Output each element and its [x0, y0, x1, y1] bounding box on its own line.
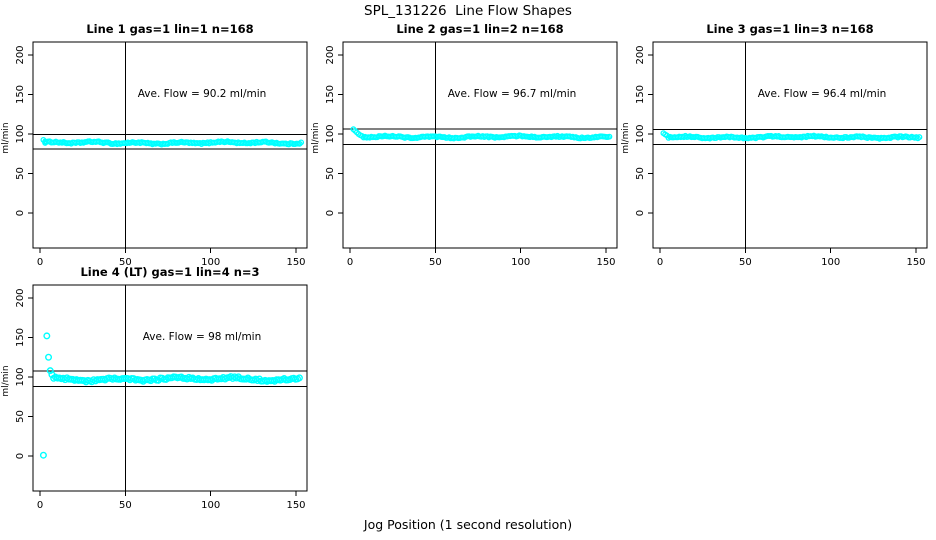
- x-tick-label: 50: [119, 257, 132, 268]
- x-tick-label: 100: [821, 257, 840, 268]
- y-tick-label: 150: [15, 328, 26, 347]
- subplot-line-2: Line 2 gas=1 lin=2 n=168 0 50 100 150 200 0 50…: [310, 20, 622, 268]
- plot-box: [32, 284, 308, 492]
- data-point: [45, 353, 53, 361]
- ave-flow-annotation: Ave. Flow = 96.7 ml/min: [448, 88, 577, 100]
- data-point: [916, 134, 923, 141]
- y-tick-label: 100: [15, 367, 26, 386]
- x-tick-label: 100: [511, 257, 530, 268]
- y-tick-label: 50: [15, 410, 26, 423]
- y-tick-label: 100: [15, 124, 26, 143]
- y-tick-label: 0: [325, 210, 336, 216]
- y-tick-label: 0: [15, 210, 26, 216]
- y-tick-label: 50: [325, 167, 336, 180]
- subplot-canvas: 0 50 100 150 200 0 50 100 150 ml/min Ave. Flow = 9…: [311, 41, 618, 268]
- data-point: [43, 332, 51, 340]
- plot-box: [342, 41, 618, 249]
- x-tick-label: 150: [596, 257, 615, 268]
- y-tick-label: 0: [635, 210, 646, 216]
- y-tick-label: 150: [635, 85, 646, 104]
- data-point: [39, 451, 47, 459]
- y-tick-label: 150: [325, 85, 336, 104]
- x-tick-label: 0: [347, 257, 353, 268]
- y-tick-label: 50: [15, 167, 26, 180]
- subplot-canvas: 0 50 100 150 200 0 50 100 150 ml/min Ave. Flow = 9…: [1, 41, 308, 268]
- subplot-title: Line 4 (LT) gas=1 lin=4 n=3: [80, 265, 260, 279]
- subplot-title: Line 2 gas=1 lin=2 n=168: [396, 22, 564, 36]
- x-tick-label: 50: [429, 257, 442, 268]
- y-tick-label: 100: [635, 124, 646, 143]
- x-tick-label: 0: [37, 500, 43, 511]
- subplot-title: Line 1 gas=1 lin=1 n=168: [86, 22, 254, 36]
- subplot-canvas: 0 50 100 150 200 0 50 100 150 ml/min Ave. Flow = 9…: [1, 284, 308, 511]
- y-tick-label: 150: [15, 85, 26, 104]
- subplot-line-3: Line 3 gas=1 lin=3 n=168 0 50 100 150 200 0 50…: [620, 20, 932, 268]
- y-axis-label: ml/min: [1, 122, 11, 153]
- subplot-line-4: Line 4 (LT) gas=1 lin=4 n=3 0 50 100 150 200…: [0, 263, 312, 511]
- y-axis-label: ml/min: [1, 365, 11, 396]
- ave-flow-annotation: Ave. Flow = 96.4 ml/min: [758, 88, 887, 100]
- x-tick-label: 100: [201, 500, 220, 511]
- x-tick-label: 150: [286, 257, 305, 268]
- ave-flow-annotation: Ave. Flow = 90.2 ml/min: [138, 88, 267, 100]
- figure-xlabel: Jog Position (1 second resolution): [363, 517, 573, 532]
- y-tick-label: 100: [325, 124, 336, 143]
- x-tick-label: 50: [119, 500, 132, 511]
- data-point: [298, 139, 305, 146]
- data-point: [606, 133, 613, 140]
- y-tick-label: 200: [15, 288, 26, 307]
- subplot-canvas: 0 50 100 150 200 0 50 100 150 ml/min Ave. Flow = 9…: [621, 41, 928, 268]
- y-axis-label: ml/min: [621, 122, 631, 153]
- plot-box: [32, 41, 308, 249]
- x-tick-label: 150: [286, 500, 305, 511]
- data-point: [46, 367, 54, 375]
- x-tick-label: 100: [201, 257, 220, 268]
- y-axis-label: ml/min: [311, 122, 321, 153]
- ave-flow-annotation: Ave. Flow = 98 ml/min: [143, 331, 262, 343]
- x-tick-label: 50: [739, 257, 752, 268]
- figure-title: SPL_131226 Line Flow Shapes: [364, 3, 572, 19]
- x-tick-label: 150: [906, 257, 925, 268]
- plot-box: [652, 41, 928, 249]
- y-tick-label: 0: [15, 453, 26, 459]
- subplot-title: Line 3 gas=1 lin=3 n=168: [706, 22, 874, 36]
- y-tick-label: 200: [635, 45, 646, 64]
- x-tick-label: 0: [657, 257, 663, 268]
- x-tick-label: 0: [37, 257, 43, 268]
- y-tick-label: 200: [15, 45, 26, 64]
- subplot-line-1: Line 1 gas=1 lin=1 n=168 0 50 100 150 200 0 50…: [0, 20, 312, 268]
- y-tick-label: 50: [635, 167, 646, 180]
- data-point: [295, 374, 303, 382]
- y-tick-label: 200: [325, 45, 336, 64]
